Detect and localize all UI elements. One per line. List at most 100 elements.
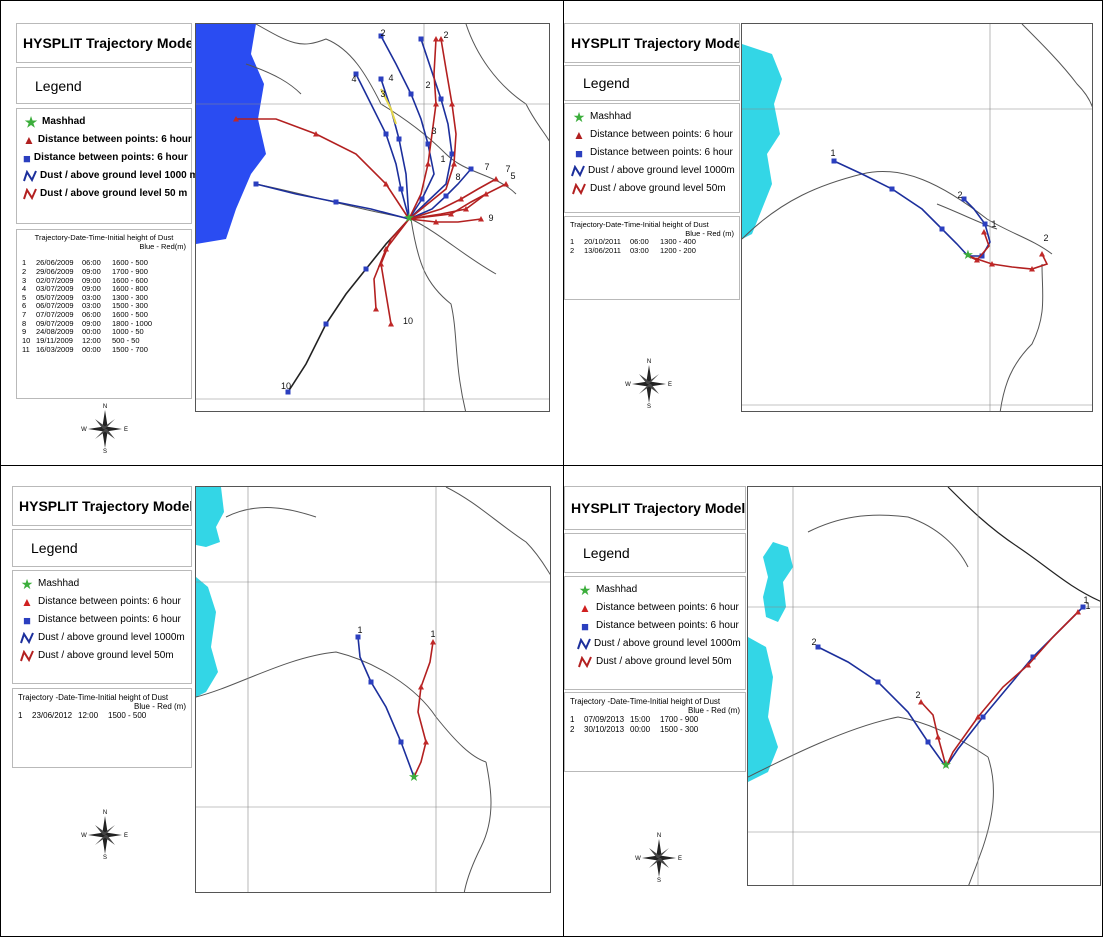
trajectory-height: 1600 - 500	[112, 310, 148, 319]
caspian-sea	[196, 487, 224, 547]
legend-item-label: Dust / above ground level 50m	[596, 656, 732, 667]
trajectory-height: 1600 - 600	[112, 275, 148, 285]
trajectory-label: 2	[811, 637, 816, 647]
compass-star-icon	[632, 365, 666, 403]
red-triangle-marker	[463, 206, 469, 212]
trajectory-table-subheader: Blue - Red (m)	[133, 702, 186, 712]
yellow-trajectory	[380, 88, 397, 125]
compass-south-label: S	[657, 878, 661, 884]
red-trajectory	[373, 218, 410, 310]
legend-item-label: Distance between points: 6 hour	[596, 620, 739, 631]
trajectory-row: 4 03/07/2009 09:00 1600 - 800	[22, 284, 186, 294]
compass-north-label: N	[657, 833, 661, 839]
trajectory-label: 1	[430, 629, 435, 639]
trajectory-label: 10	[281, 381, 291, 391]
trajectory-date: 23/06/2012	[32, 711, 73, 721]
trajectory-row: 1 20/10/2011 06:00 1300 - 400	[570, 238, 734, 247]
legend-item: ▲ Distance between points: 6 hour	[577, 599, 739, 617]
legend-item: Dust / above ground level 50 m	[23, 185, 187, 203]
red-triangle-marker	[1039, 251, 1045, 257]
trajectory-date: 03/07/2009	[36, 284, 74, 294]
panel-2013-trajectories: HYSPLIT Trajectory Model Legend ★ Mashhad…	[564, 466, 1103, 937]
red-triangle-marker	[935, 734, 941, 740]
border-line	[245, 63, 302, 95]
legend-item-label: Dust / above ground level 1000m	[594, 638, 741, 649]
trajectory-time: 03:00	[82, 301, 101, 311]
red-line-icon	[577, 656, 593, 668]
legend-item-label: Distance between points: 6 hour	[590, 147, 733, 158]
red-trajectory	[945, 611, 1079, 768]
legend-label: Legend	[583, 75, 630, 91]
red-trajectory	[413, 641, 434, 778]
legend-label: Legend	[583, 545, 630, 561]
trajectory-map: 1 1 ★	[195, 486, 551, 893]
red-triangle-marker	[433, 101, 439, 107]
red-triangle-icon: ▲	[579, 601, 591, 615]
blue-square-icon: ■	[581, 618, 589, 634]
red-line-icon	[571, 183, 587, 195]
panel-title: HYSPLIT Trajectory Model	[12, 486, 192, 526]
trajectory-label: 1	[1083, 595, 1088, 605]
compass-west-label: W	[81, 833, 87, 839]
blue-line-icon	[577, 638, 591, 650]
compass-east-label: E	[124, 427, 128, 433]
red-triangle-marker	[493, 176, 499, 182]
legend-item-label: Dust / above ground level 1000 m	[40, 170, 199, 181]
trajectory-label: 1	[830, 148, 835, 158]
trajectory-row: 10 19/11/2009 12:00 500 - 50	[22, 335, 186, 346]
border-line	[465, 24, 549, 142]
border-line	[936, 203, 998, 230]
trajectory-table-subheader: Blue - Red (m)	[685, 228, 734, 238]
compass-south-label: S	[103, 855, 107, 861]
trajectory-label: 7	[505, 164, 510, 174]
trajectory-height: 1500 - 300	[660, 724, 699, 734]
blue-square-marker	[875, 679, 881, 685]
legend-header: Legend	[12, 529, 192, 567]
mashhad-marker: ★	[962, 247, 974, 262]
trajectory-label: 5	[510, 171, 515, 181]
trajectory-height: 1600 - 500	[112, 258, 148, 268]
trajectory-label: 7	[484, 162, 489, 172]
legend-item: ★ Mashhad	[23, 113, 185, 131]
trajectory-map: 1 2 1 2 ★	[747, 486, 1101, 886]
blue-trajectory	[380, 35, 435, 220]
panel-title: HYSPLIT Trajectory Model	[564, 23, 740, 63]
compass-north-label: N	[647, 359, 651, 365]
blue-square-marker	[383, 131, 389, 137]
trajectory-date: 13/06/2011	[584, 245, 621, 255]
legend-items: ★ Mashhad ▲ Distance between points: 6 hou…	[16, 108, 198, 224]
red-triangle-marker	[418, 684, 424, 690]
trajectory-date: 07/07/2009	[36, 310, 74, 319]
legend-item: Dust / above ground level 50m	[577, 653, 739, 671]
trajectory-id: 1	[570, 237, 575, 247]
trajectory-date: 19/11/2009	[36, 335, 73, 345]
trajectory-date: 09/07/2009	[36, 318, 74, 328]
legend-item-label: Distance between points: 6 hour	[38, 614, 181, 625]
border-line	[255, 183, 497, 275]
trajectory-id: 1	[22, 258, 27, 268]
legend-item: ■ Distance between points: 6 hour	[571, 144, 733, 162]
trajectory-label: 1	[357, 625, 362, 635]
compass-west-label: W	[625, 382, 631, 388]
caspian-sea	[763, 542, 793, 622]
trajectory-map: 1 2 2 2 3 3 4 4 5 7 7 8 9 10 10 ★	[195, 23, 550, 412]
red-trajectory	[408, 38, 457, 220]
blue-square-marker	[889, 186, 895, 192]
trajectory-row: 1 26/06/2009 06:00 1600 - 500	[22, 259, 186, 268]
blue-line-icon	[23, 170, 37, 182]
compass-star-icon	[88, 410, 122, 448]
compass-south-label: S	[103, 449, 107, 455]
trajectory-label: 4	[351, 74, 356, 84]
red-trajectory	[236, 118, 410, 220]
legend-item: Dust / above ground level 1000m	[19, 629, 185, 647]
blue-square-marker	[831, 158, 837, 164]
caspian-sea	[196, 24, 266, 244]
legend-item: Dust / above ground level 1000m	[577, 635, 741, 653]
blue-trajectory	[945, 606, 1084, 768]
red-trajectory	[408, 38, 437, 220]
red-triangle-marker	[1075, 609, 1081, 615]
red-triangle-marker	[989, 261, 995, 267]
red-triangle-marker	[448, 211, 454, 217]
red-triangle-marker	[478, 216, 484, 222]
trajectory-time: 09:00	[82, 266, 101, 276]
